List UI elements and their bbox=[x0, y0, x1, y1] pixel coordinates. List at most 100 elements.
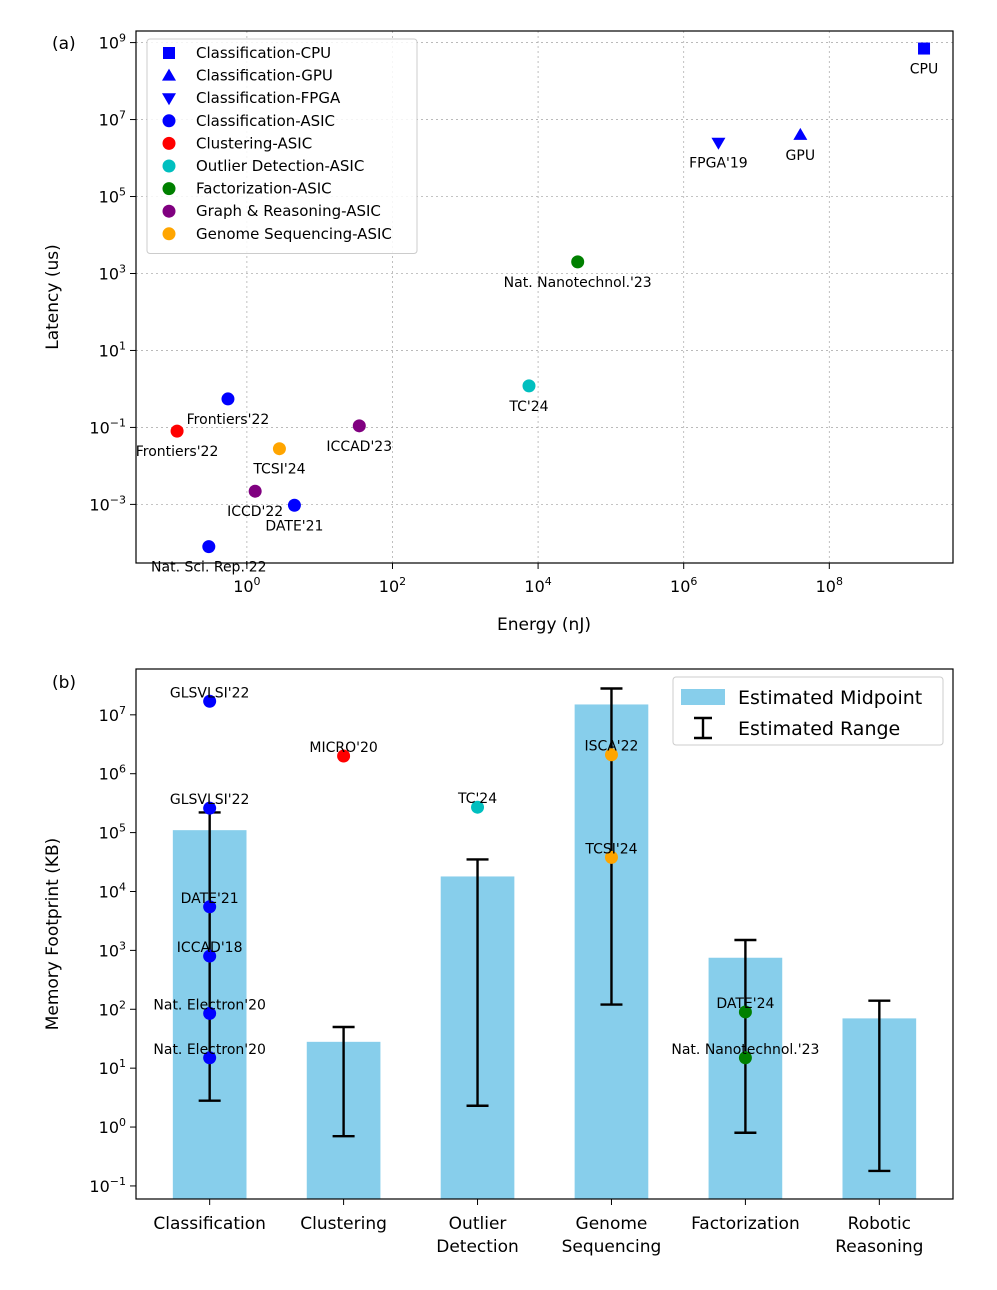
legend-box-b bbox=[672, 676, 944, 746]
category-label: Clustering bbox=[300, 1214, 387, 1234]
range-errorbar bbox=[332, 1025, 355, 1138]
point-purple-circle bbox=[248, 484, 262, 498]
y-tick-label-b: 100 bbox=[99, 1116, 126, 1137]
category-label: Factorization bbox=[691, 1214, 800, 1234]
point-blue bbox=[203, 1006, 217, 1020]
point-blue bbox=[203, 949, 217, 963]
legend-marker-a bbox=[162, 136, 176, 150]
legend-marker-a bbox=[162, 159, 176, 173]
point-cyan-circle bbox=[522, 379, 536, 393]
point-orange bbox=[604, 748, 618, 762]
legend-box-a bbox=[146, 38, 418, 254]
point-label-a: TC'24 bbox=[508, 399, 548, 415]
legend-marker-a bbox=[162, 204, 176, 218]
point-label-b: DATE'21 bbox=[181, 891, 239, 907]
y-tick-label-b: 102 bbox=[99, 998, 126, 1019]
point-blue-circle bbox=[287, 498, 301, 512]
x-tick-label-a: 102 bbox=[379, 575, 406, 596]
point-purple-circle bbox=[352, 419, 366, 433]
legend-entry-a: Clustering-ASIC bbox=[196, 134, 312, 152]
legend-a: Classification-CPU Classification-GPU Clas… bbox=[146, 38, 418, 254]
point-label-b: TCSI'24 bbox=[584, 841, 637, 857]
point-label-b: MICRO'20 bbox=[309, 740, 377, 756]
legend-marker-a bbox=[162, 114, 176, 128]
point-green bbox=[738, 1051, 752, 1065]
point-blue-triangle-up bbox=[793, 127, 808, 140]
category-label: Robotic Reasoning bbox=[835, 1214, 923, 1257]
legend-entry-a: Classification-ASIC bbox=[196, 112, 335, 130]
point-label-a: GPU bbox=[786, 148, 816, 164]
point-blue bbox=[203, 694, 217, 708]
y-axis-ticks-a: 10−3 10−1 101 103 105 107 109 bbox=[89, 32, 136, 514]
point-red bbox=[337, 749, 351, 763]
panel-a: (a) 100 102 104 106 108 10−3 10−1 101 103 105 107… bbox=[43, 30, 954, 635]
y-axis-label-a: Latency (us) bbox=[43, 244, 63, 350]
point-label-a: Nat. Sci. Rep.'22 bbox=[151, 560, 267, 576]
y-tick-label-a: 103 bbox=[99, 262, 126, 283]
legend-entry-b: Estimated Midpoint bbox=[738, 687, 922, 709]
x-axis-label-a: Energy (nJ) bbox=[497, 615, 591, 635]
x-axis-ticks-a: 100 102 104 106 108 bbox=[233, 563, 843, 596]
legend-entry-a: Classification-CPU bbox=[196, 44, 331, 62]
y-tick-label-b: 104 bbox=[99, 880, 126, 901]
point-blue bbox=[203, 801, 217, 815]
range-errorbar bbox=[600, 687, 623, 1006]
points-b bbox=[203, 694, 752, 1065]
legend-entry-a: Factorization-ASIC bbox=[196, 180, 332, 198]
point-label-a: FPGA'19 bbox=[689, 156, 748, 172]
panel-label-a: (a) bbox=[52, 34, 76, 54]
point-blue bbox=[203, 1051, 217, 1065]
point-label-b: Nat. Electron'20 bbox=[153, 1042, 266, 1058]
point-orange bbox=[604, 850, 618, 864]
legend-marker-a bbox=[162, 227, 176, 241]
x-axis-ticks-b: Classification Clustering Outlier Detection… bbox=[153, 1199, 923, 1257]
point-label-a: Nat. Nanotechnol.'23 bbox=[504, 275, 652, 291]
point-blue bbox=[203, 900, 217, 914]
panel-label-b: (b) bbox=[52, 673, 76, 693]
category-label: Classification bbox=[153, 1214, 265, 1234]
x-tick-label-a: 104 bbox=[524, 575, 551, 596]
range-errorbar bbox=[868, 999, 891, 1173]
point-label-a: TCSI'24 bbox=[252, 462, 305, 478]
plot-frame-b bbox=[135, 668, 954, 1200]
legend-marker-a bbox=[163, 47, 175, 59]
point-label-b: DATE'24 bbox=[716, 996, 774, 1012]
y-tick-label-b: 107 bbox=[99, 704, 126, 725]
legend-swatch-bar bbox=[681, 689, 725, 705]
y-tick-label-b: 106 bbox=[99, 763, 126, 784]
point-label-b: TC'24 bbox=[457, 791, 497, 807]
point-orange-circle bbox=[272, 442, 286, 456]
point-blue-circle bbox=[221, 392, 235, 406]
y-tick-label-a: 107 bbox=[99, 109, 126, 130]
y-tick-label-a: 10−3 bbox=[89, 493, 126, 514]
scatter-points-a bbox=[170, 42, 931, 554]
x-tick-label-a: 100 bbox=[233, 575, 260, 596]
point-label-b: GLSVLSI'22 bbox=[170, 792, 250, 808]
point-label-a: Frontiers'22 bbox=[136, 444, 219, 460]
y-tick-label-b: 103 bbox=[99, 939, 126, 960]
y-tick-label-b: 105 bbox=[99, 822, 126, 843]
panel-b: (b) GLSVLSI'22 GLSVLSI'22 DATE'21 ICCAD'18 N… bbox=[43, 668, 954, 1257]
range-errorbar bbox=[734, 938, 757, 1134]
point-label-b: ICCAD'18 bbox=[177, 940, 243, 956]
point-label-a: CPU bbox=[910, 62, 938, 78]
point-label-b: GLSVLSI'22 bbox=[170, 685, 250, 701]
legend-entry-a: Classification-FPGA bbox=[196, 89, 341, 107]
range-errorbar bbox=[466, 858, 489, 1107]
y-axis-ticks-b: 10−1 100 101 102 103 104 105 106 107 bbox=[89, 704, 136, 1196]
point-cyan bbox=[471, 800, 485, 814]
point-blue-circle bbox=[202, 540, 216, 554]
x-tick-label-a: 108 bbox=[816, 575, 843, 596]
legend-marker-a bbox=[162, 182, 176, 196]
y-tick-label-b: 101 bbox=[99, 1057, 126, 1078]
plot-frame-a bbox=[135, 30, 954, 564]
point-label-a: ICCAD'23 bbox=[326, 439, 392, 455]
x-tick-label-a: 106 bbox=[670, 575, 697, 596]
point-label-b: Nat. Electron'20 bbox=[153, 997, 266, 1013]
point-label-a: DATE'21 bbox=[265, 518, 323, 534]
category-label: Genome Sequencing bbox=[562, 1214, 662, 1257]
y-tick-label-a: 105 bbox=[99, 186, 126, 207]
legend-swatch-errorbar bbox=[694, 716, 712, 740]
point-blue-triangle-down bbox=[711, 137, 726, 150]
